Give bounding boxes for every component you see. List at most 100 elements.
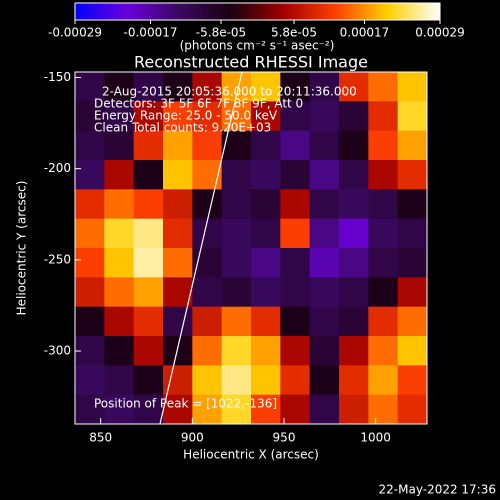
heatmap-cell [104,277,135,308]
heatmap-cell [104,365,135,396]
heatmap-cell [339,394,369,425]
heatmap-cell [280,218,311,249]
colorbar-tick-label: -5.8e-05 [196,26,246,40]
heatmap-cell [75,394,105,425]
heatmap-cell [133,306,164,337]
heatmap-cell [192,277,223,308]
heatmap-cell [75,218,105,249]
heatmap-cell [104,130,135,161]
heatmap-cell [163,130,193,161]
heatmap-cell [75,277,105,308]
heatmap-cell [280,365,311,396]
heatmap-cell [339,160,369,190]
heatmap-cell [280,101,311,132]
heatmap-cell [397,365,428,396]
heatmap-cell [104,189,135,220]
heatmap-cell [280,130,311,161]
heatmap-cell [104,336,135,366]
heatmap-cell [133,336,164,366]
heatmap-cell [75,189,105,220]
y-tick-label: -200 [44,161,71,175]
heatmap-cell [221,130,252,161]
heatmap-cell [133,130,164,161]
annotation: Position of Peak = [1022,-136] [94,397,277,411]
heatmap-cell [251,160,281,190]
heatmap-cell [221,277,252,308]
heatmap-cell [397,72,428,102]
heatmap-cell [104,72,135,102]
heatmap-cell [133,218,164,249]
heatmap-cell [104,306,135,337]
heatmap-cell [221,101,252,132]
heatmap-cell [368,189,399,220]
heatmap-cell [104,101,135,132]
heatmap-cell [75,365,105,396]
heatmap-cell [251,365,281,396]
heatmap-cell [309,101,340,132]
timestamp: 22-May-2022 17:36 [379,483,496,497]
heatmap-cell [133,394,164,425]
heatmap-cell [133,277,164,308]
x-tick-label: 900 [181,431,204,445]
heatmap-cell [163,160,193,190]
heatmap-cell [280,189,311,220]
heatmap-cell [339,72,369,102]
heatmap-cell [280,160,311,190]
heatmap-cell [368,248,399,278]
heatmap-cell [163,72,193,102]
heatmap-cell [309,72,340,102]
heatmap-cell [221,336,252,366]
heatmap-cell [251,72,281,102]
heatmap-cell [309,365,340,396]
heatmap-cell [221,365,252,396]
heatmap-cell [368,306,399,337]
heatmap-cell [75,160,105,190]
heatmap-cell [280,336,311,366]
colorbar-tick-label: -0.00029 [48,26,102,40]
heatmap-cell [192,72,223,102]
heatmap-cell [309,248,340,278]
heatmap-cell [339,277,369,308]
heatmap-cell [133,160,164,190]
heatmap-cell [251,189,281,220]
heatmap-cell [368,394,399,425]
heatmap-cell [133,189,164,220]
heatmap-cell [221,394,252,425]
heatmap-cell [339,218,369,249]
heatmap-cell [309,277,340,308]
heatmap-cell [339,365,369,396]
heatmap-cell [163,218,193,249]
annotation: Clean Total counts: 9.20E+03 [94,121,271,135]
heatmap-cell [309,336,340,366]
heatmap-cell [280,277,311,308]
y-tick-label: -300 [44,344,71,358]
heatmap-cell [280,72,311,102]
heatmap-cell [368,277,399,308]
heatmap-cell [397,218,428,249]
heatmap-cell [221,218,252,249]
heatmap-cell [339,130,369,161]
heatmap-cell [397,189,428,220]
heatmap-cell [163,101,193,132]
heatmap-cell [280,306,311,337]
heatmap-cell [192,248,223,278]
heatmap-cell [192,101,223,132]
heatmap-cell [192,160,223,190]
heatmap-cell [368,218,399,249]
heatmap-cell [251,336,281,366]
heatmap-cell [397,277,428,308]
solar-limb [159,71,243,425]
heatmap-cell [397,336,428,366]
heatmap-cell [251,394,281,425]
heatmap-cell [397,160,428,190]
colorbar-tick-label: 0.00029 [415,26,465,40]
heatmap-cell [309,306,340,337]
heatmap-cell [280,248,311,278]
heatmap-cell [163,336,193,366]
heatmap-cell [163,394,193,425]
heatmap [75,72,428,425]
heatmap-cell [309,160,340,190]
x-tick-label: 950 [273,431,296,445]
heatmap-cell [104,394,135,425]
